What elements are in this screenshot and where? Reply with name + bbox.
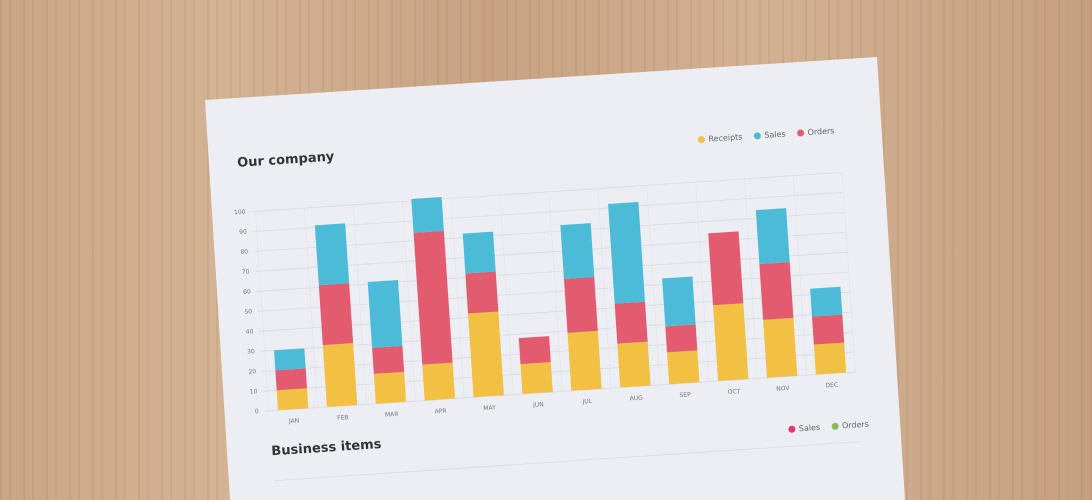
bar-segment	[276, 388, 309, 411]
grid-column	[695, 182, 710, 382]
x-tick-label: DEC	[825, 382, 838, 390]
y-tick-label: 10	[250, 388, 258, 396]
bar-segment	[518, 336, 551, 365]
grid-column	[792, 175, 807, 376]
grid-column	[304, 208, 318, 408]
x-tick-label: SEP	[679, 391, 691, 399]
x-tick-label: JAN	[288, 417, 300, 425]
bar-segment	[667, 350, 700, 385]
legend-swatch	[797, 129, 805, 137]
bar-segment	[759, 262, 794, 320]
legend-label: Sales	[764, 130, 786, 140]
bar-segment	[520, 362, 553, 395]
bar-segment	[372, 345, 405, 374]
bar-segment	[614, 301, 648, 344]
legend-swatch	[788, 425, 796, 433]
bar-segment	[755, 208, 790, 265]
bar-segment	[662, 276, 696, 327]
bar-segment	[422, 362, 456, 401]
grid-line	[262, 331, 853, 372]
grid-column	[744, 178, 758, 379]
bar-segment	[413, 230, 453, 365]
bar-segment	[567, 330, 602, 391]
bar-segment	[608, 201, 646, 304]
grid-column	[548, 191, 563, 392]
grid-column	[646, 185, 661, 385]
y-tick-label: 60	[243, 288, 251, 296]
grid-column	[401, 201, 416, 402]
bar-segment	[318, 283, 354, 346]
bar-segment	[275, 368, 308, 391]
grid-column	[352, 204, 367, 405]
x-tick-label: AUG	[629, 395, 643, 403]
legend-label: Orders	[807, 126, 834, 137]
bar-segment	[274, 348, 306, 371]
grid-line	[263, 351, 855, 392]
grid-line	[251, 171, 843, 212]
x-tick-label: OCT	[727, 388, 740, 396]
legend-swatch	[753, 132, 761, 140]
bar-segment	[810, 286, 843, 317]
bar-segment	[811, 314, 845, 345]
y-tick-label: 0	[255, 408, 259, 415]
grid-line	[255, 231, 847, 272]
bar-segment	[713, 303, 749, 382]
legend-swatch	[831, 422, 839, 430]
bar-segment	[560, 223, 595, 280]
bar-segment	[411, 196, 444, 233]
x-tick-label: FEB	[337, 414, 349, 422]
bar-segment	[468, 311, 504, 398]
bar-segment	[367, 280, 403, 348]
legend-label: Orders	[842, 420, 869, 431]
x-tick-label: APR	[434, 408, 446, 416]
bar-segment	[665, 324, 698, 353]
grid-line	[264, 371, 856, 412]
x-tick-label: JUN	[532, 401, 544, 409]
legend-label: Receipts	[708, 132, 743, 143]
bar-segment	[813, 342, 847, 375]
bar-segment	[373, 371, 407, 404]
legend-swatch	[697, 136, 705, 144]
bar-segment	[314, 223, 350, 286]
y-tick-label: 20	[248, 368, 256, 376]
bar-segment	[708, 231, 744, 306]
chart: Our company Business items 0 10 20 30 40 50 60…	[234, 126, 869, 482]
y-tick-label: 30	[247, 348, 255, 356]
grid-line	[254, 211, 845, 252]
grid-line	[259, 291, 851, 332]
grid-line	[252, 191, 844, 232]
grid-column	[499, 195, 514, 395]
grid-line	[258, 271, 849, 312]
grid-line	[256, 251, 848, 292]
chart-title: Business items	[271, 437, 382, 459]
bar-segment	[617, 341, 651, 388]
bar-segment	[462, 231, 496, 274]
grid-line	[260, 311, 852, 352]
y-tick-label: 50	[244, 308, 252, 316]
grid-column	[255, 211, 270, 411]
y-tick-label: 40	[246, 328, 254, 336]
bar-segment	[322, 343, 358, 408]
y-tick-label: 70	[242, 268, 250, 276]
x-tick-label: MAR	[385, 411, 399, 419]
grid-line	[273, 441, 861, 482]
bar-segment	[763, 317, 798, 378]
legend-label: Sales	[799, 423, 821, 433]
x-tick-label: JUL	[581, 398, 593, 406]
grid-column	[597, 188, 612, 389]
y-tick-label: 90	[239, 228, 247, 236]
y-tick-label: 100	[234, 208, 246, 216]
chart-title: Our company	[237, 149, 336, 170]
x-tick-label: MAY	[483, 404, 496, 412]
grid-column	[841, 172, 856, 372]
x-tick-label: NOV	[776, 385, 791, 393]
bar-segment	[465, 271, 499, 314]
bar-segment	[563, 277, 598, 333]
grid-column	[450, 198, 465, 398]
y-tick-label: 80	[240, 248, 248, 256]
